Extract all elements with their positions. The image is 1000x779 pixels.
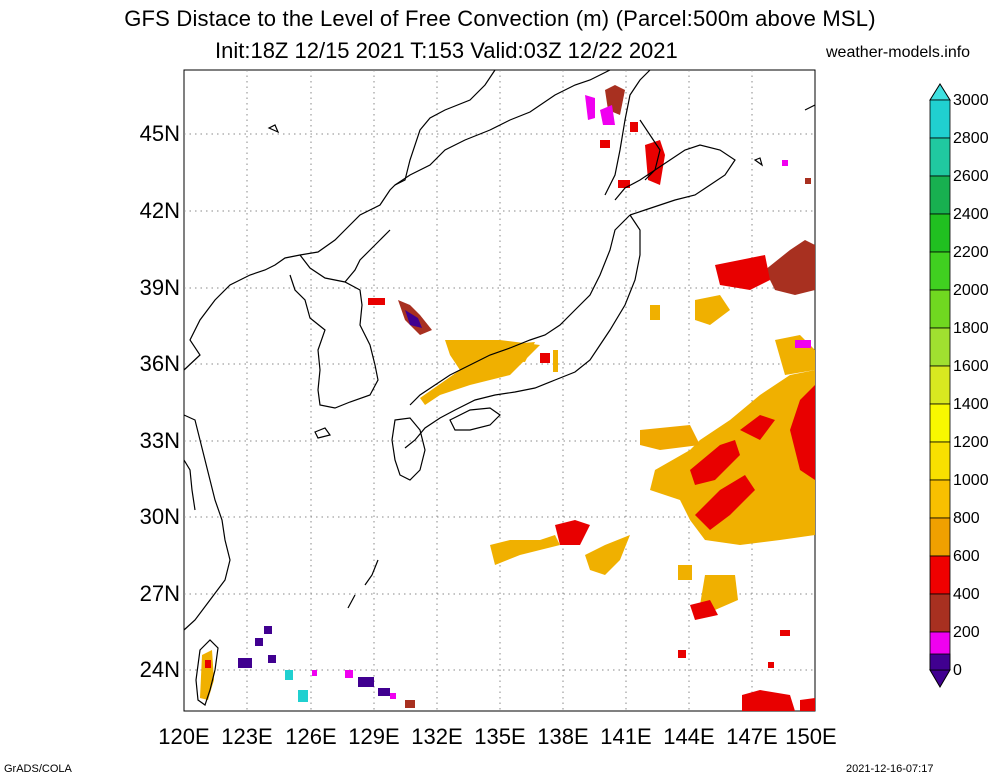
lat-label-39n: 39N — [139, 275, 180, 300]
orange-patch-south1 — [490, 535, 560, 565]
red-patch-4 — [740, 415, 775, 440]
orange-patch-ne — [695, 295, 730, 325]
purple-speck-2 — [255, 638, 263, 646]
colorbar-label-2400: 2400 — [953, 206, 989, 223]
lon-label-132e: 132E — [411, 724, 463, 749]
footer-software: GrADS/COLA — [4, 763, 72, 775]
colorbar-label-2000: 2000 — [953, 282, 989, 299]
lon-label-126e: 126E — [285, 724, 337, 749]
red-speck-5 — [780, 630, 790, 636]
lon-label-144e: 144E — [663, 724, 715, 749]
lat-label-33n: 33N — [139, 428, 180, 453]
colorbar-label-2800: 2800 — [953, 130, 989, 147]
lon-label-147e: 147E — [726, 724, 778, 749]
red-patch-bottom2 — [800, 698, 815, 711]
cyan-speck-1 — [285, 670, 293, 680]
orange-band-japansea2 — [500, 342, 535, 362]
red-patch-bottom — [742, 690, 795, 711]
colorbar-label-400: 400 — [953, 586, 980, 603]
colorbar-label-1400: 1400 — [953, 396, 989, 413]
lon-label-123e: 123E — [221, 724, 273, 749]
orange-patch-south2 — [585, 535, 630, 575]
purple-speck-1 — [238, 658, 252, 668]
red-speck-7 — [768, 662, 774, 668]
colorbar-label-1600: 1600 — [953, 358, 989, 375]
red-speck-6 — [678, 650, 686, 658]
red-speck-3 — [630, 122, 638, 132]
lat-label-30n: 30N — [139, 504, 180, 529]
red-patch-south1 — [555, 520, 590, 545]
orange-speck-2 — [650, 305, 660, 320]
red-patch-south3 — [690, 600, 718, 620]
red-speck-8 — [205, 660, 211, 668]
orange-speck-1 — [553, 350, 558, 372]
magenta-speck-4 — [390, 693, 396, 699]
cyan-speck-2 — [298, 690, 308, 702]
colorbar-label-0: 0 — [953, 662, 962, 679]
brown-speck-1 — [805, 178, 811, 184]
colorbar-label-1000: 1000 — [953, 472, 989, 489]
magenta-speck-1 — [782, 160, 788, 166]
lat-label-36n: 36N — [139, 351, 180, 376]
red-patch-3 — [790, 385, 815, 480]
lat-label-24n: 24N — [139, 657, 180, 682]
lon-label-150e: 150E — [785, 724, 837, 749]
colorbar — [929, 83, 951, 688]
colorbar-label-800: 800 — [953, 510, 980, 527]
magenta-speck-3 — [345, 670, 353, 678]
purple-speck-6 — [378, 688, 390, 696]
lon-label-120e: 120E — [158, 724, 210, 749]
coastlines — [183, 69, 816, 706]
site-credit: weather-models.info — [826, 44, 971, 61]
grid-lines — [184, 70, 815, 711]
lon-label-135e: 135E — [474, 724, 526, 749]
colorbar-top-arrow — [929, 83, 951, 101]
colorbar-bottom-arrow — [929, 669, 951, 688]
lon-label-129e: 129E — [348, 724, 400, 749]
colorbar-label-1200: 1200 — [953, 434, 989, 451]
colorbar-label-2600: 2600 — [953, 168, 989, 185]
orange-patch-south4 — [678, 565, 692, 580]
lon-label-141e: 141E — [600, 724, 652, 749]
footer-timestamp: 2021-12-16-07:17 — [846, 763, 934, 775]
red-patch-1 — [690, 440, 740, 485]
lon-label-138e: 138E — [537, 724, 589, 749]
red-patch-korea — [368, 298, 385, 305]
brown-patch-ne — [765, 240, 815, 295]
red-patch-ne — [715, 255, 770, 290]
magenta-speck-2 — [795, 340, 811, 348]
purple-patch-korea — [405, 310, 422, 328]
map-title: GFS Distace to the Level of Free Convect… — [124, 6, 876, 31]
red-speck-4 — [618, 180, 630, 188]
map-subtitle: Init:18Z 12/15 2021 T:153 Valid:03Z 12/2… — [215, 38, 678, 63]
colorbar-label-2200: 2200 — [953, 244, 989, 261]
orange-field-east2 — [640, 425, 700, 450]
colorbar-label-1800: 1800 — [953, 320, 989, 337]
lat-label-42n: 42N — [139, 198, 180, 223]
purple-speck-4 — [268, 655, 276, 663]
magenta-patch-hokkaido — [585, 95, 595, 120]
red-speck-1 — [540, 353, 550, 363]
colorbar-label-3000: 3000 — [953, 92, 989, 109]
lat-label-27n: 27N — [139, 581, 180, 606]
lat-label-45n: 45N — [139, 121, 180, 146]
magenta-speck-5 — [312, 670, 317, 676]
colorbar-label-600: 600 — [953, 548, 980, 565]
lfc-shading — [200, 85, 815, 711]
purple-speck-3 — [264, 626, 272, 634]
red-patch-2 — [695, 475, 755, 530]
magenta-patch-hokkaido2 — [600, 105, 615, 125]
colorbar-label-200: 200 — [953, 624, 980, 641]
red-speck-2 — [600, 140, 610, 148]
brown-speck-2 — [405, 700, 415, 708]
purple-speck-5 — [358, 677, 374, 687]
